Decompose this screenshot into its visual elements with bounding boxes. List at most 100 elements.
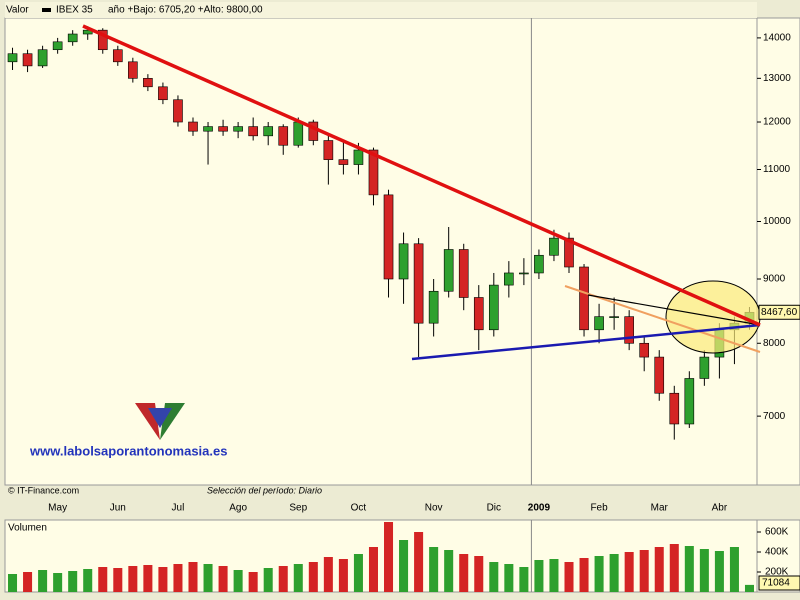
price-axis-panel xyxy=(756,17,800,486)
x-tick-label: Nov xyxy=(425,503,443,514)
candle-body xyxy=(654,356,665,394)
candle-body xyxy=(579,266,589,331)
candle-body xyxy=(413,243,424,324)
volume-bar xyxy=(489,562,499,592)
volume-bar xyxy=(323,557,333,592)
y-tick-label: 12000 xyxy=(763,117,791,128)
volume-bar xyxy=(669,544,679,592)
volume-bar xyxy=(549,559,559,592)
candle-body xyxy=(594,316,604,331)
candle-body xyxy=(353,149,364,165)
volume-bar xyxy=(173,564,183,592)
candle-body xyxy=(609,316,619,318)
x-tick-label: Oct xyxy=(351,503,367,514)
candle-body xyxy=(112,49,123,63)
volume-bar xyxy=(579,558,589,592)
candle-body xyxy=(323,140,334,160)
candle-body xyxy=(22,53,33,67)
volume-bar xyxy=(564,562,574,592)
candle-body xyxy=(534,254,544,274)
legend-swatch xyxy=(42,8,51,12)
y-tick-label: 13000 xyxy=(763,73,791,84)
volume-bar xyxy=(654,547,664,592)
volume-bar xyxy=(624,552,634,592)
candle-body xyxy=(97,29,108,51)
volume-bar xyxy=(203,564,213,592)
volume-bar xyxy=(23,572,33,592)
x-tick-label: Jun xyxy=(110,503,126,514)
candle-body xyxy=(684,378,695,425)
x-tick-label: Feb xyxy=(590,503,608,514)
volume-bar xyxy=(534,560,544,592)
volume-bar xyxy=(263,568,273,592)
volume-bar xyxy=(609,554,619,592)
last-price-box xyxy=(758,304,800,320)
volume-tick-label: 200K xyxy=(765,567,789,578)
volume-bar xyxy=(353,554,363,592)
volume-bar xyxy=(83,569,93,592)
volume-bar xyxy=(68,571,78,592)
volume-bar xyxy=(368,547,378,592)
candle-body xyxy=(278,126,289,146)
x-tick-label: Jul xyxy=(172,503,185,514)
price-panel xyxy=(4,17,758,486)
candle-body xyxy=(428,290,439,324)
volume-tick-label: 600K xyxy=(765,527,789,538)
candle-body xyxy=(188,121,198,132)
candle-body xyxy=(248,126,258,137)
candle-body xyxy=(398,243,409,280)
candle-body xyxy=(458,249,469,298)
candle-body xyxy=(383,194,394,280)
volume-bar xyxy=(714,551,724,592)
x-tick-label: 2009 xyxy=(528,503,551,514)
x-tick-label: Ago xyxy=(229,503,247,514)
candle-body xyxy=(624,316,634,344)
header-instrument: IBEX 35 xyxy=(56,5,93,16)
volume-bar xyxy=(384,522,394,592)
overlay xyxy=(82,24,761,361)
volume-bar xyxy=(293,564,303,592)
volume-bar xyxy=(338,559,348,592)
header-range: año +Bajo: 6705,20 +Alto: 9800,00 xyxy=(108,5,263,16)
volume-bar xyxy=(8,574,18,592)
volume-bar xyxy=(233,570,243,592)
volume-bar xyxy=(399,540,409,592)
volume-bar xyxy=(444,550,454,592)
volume-bar xyxy=(158,567,168,592)
candle-body xyxy=(218,126,228,132)
volume-bar xyxy=(128,566,138,592)
candle-body xyxy=(52,41,63,51)
footer-source: © IT-Finance.com xyxy=(8,485,79,495)
volume-bar xyxy=(143,565,153,592)
volume-label: Volumen xyxy=(8,523,47,534)
y-tick-label: 7000 xyxy=(763,411,786,422)
candle-body xyxy=(368,149,379,196)
volume-bar xyxy=(504,564,514,592)
volume-bar xyxy=(429,547,439,592)
header-label: Valor xyxy=(6,5,29,16)
candle-body xyxy=(7,53,18,63)
volume-bar xyxy=(519,567,529,592)
candle-body xyxy=(639,342,650,358)
volume-bar xyxy=(639,550,649,592)
volume-bar xyxy=(53,573,63,592)
volume-bar xyxy=(38,570,48,592)
candle-body xyxy=(473,297,484,331)
volume-bar xyxy=(188,562,198,592)
candle-body xyxy=(173,99,183,123)
red-trendline xyxy=(82,24,761,327)
candle-body xyxy=(233,126,243,132)
x-tick-label: Sep xyxy=(289,503,307,514)
y-tick-label: 9000 xyxy=(763,274,786,285)
candle-body xyxy=(128,61,138,79)
y-tick-label: 8000 xyxy=(763,338,786,349)
volume-tick-label: 400K xyxy=(765,547,789,558)
footer-period: Selección del período: Diario xyxy=(207,485,322,495)
volume-bar xyxy=(414,532,424,592)
volume-bar xyxy=(684,546,694,592)
volume-bar xyxy=(744,584,754,592)
volume-bar xyxy=(594,556,604,592)
x-tick-label: Dic xyxy=(487,503,501,514)
x-tick-label: Mar xyxy=(651,503,669,514)
volume-bar xyxy=(113,568,123,592)
